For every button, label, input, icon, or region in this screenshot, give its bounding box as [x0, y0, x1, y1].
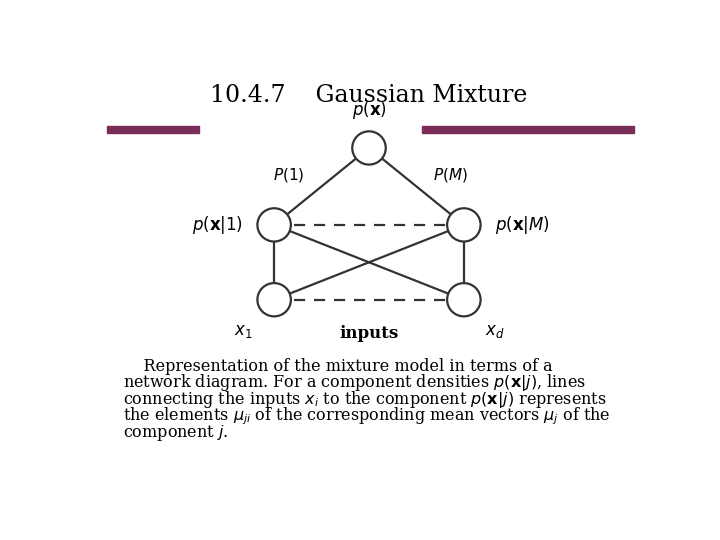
Text: $p(\mathbf{x}|1)$: $p(\mathbf{x}|1)$ [192, 214, 243, 236]
Text: $P(M)$: $P(M)$ [433, 166, 468, 184]
Text: $P(1)$: $P(1)$ [274, 166, 305, 184]
Ellipse shape [258, 208, 291, 241]
Ellipse shape [447, 208, 481, 241]
Text: $p(\mathbf{x}|M)$: $p(\mathbf{x}|M)$ [495, 214, 549, 236]
Ellipse shape [447, 283, 481, 316]
Text: network diagram. For a component densities $p(\mathbf{x}|j)$, lines: network diagram. For a component densiti… [124, 373, 587, 393]
Text: the elements $\mu_{ji}$ of the corresponding mean vectors $\mu_j$ of the: the elements $\mu_{ji}$ of the correspon… [124, 406, 611, 427]
Text: Representation of the mixture model in terms of a: Representation of the mixture model in t… [124, 358, 553, 375]
Text: $p(\mathbf{x})$: $p(\mathbf{x})$ [351, 99, 387, 121]
Text: 10.4.7    Gaussian Mixture: 10.4.7 Gaussian Mixture [210, 84, 528, 106]
Ellipse shape [258, 283, 291, 316]
Text: $x_d$: $x_d$ [485, 322, 505, 340]
Text: component $j$.: component $j$. [124, 423, 229, 443]
Text: $x_1$: $x_1$ [234, 322, 253, 340]
Text: inputs: inputs [339, 325, 399, 342]
Text: connecting the inputs $x_i$ to the component $p(\mathbf{x}|j)$ represents: connecting the inputs $x_i$ to the compo… [124, 389, 607, 410]
Bar [107, 125, 199, 133]
Ellipse shape [352, 131, 386, 165]
Bar [422, 125, 634, 133]
